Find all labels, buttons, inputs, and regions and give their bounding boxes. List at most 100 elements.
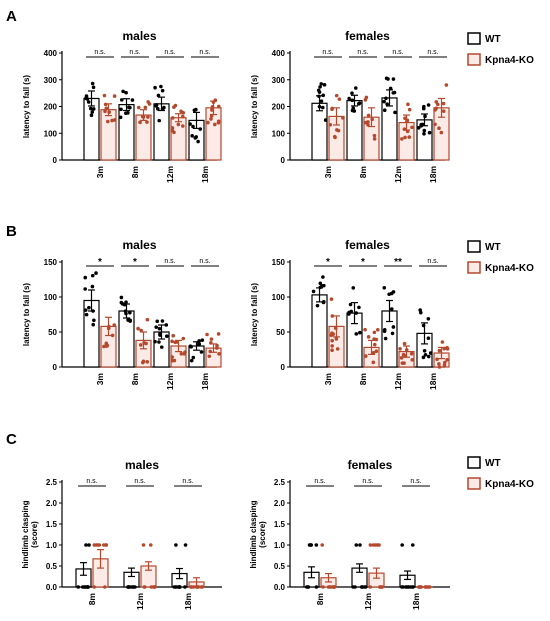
panel-c-males-sig-label: n.s. <box>182 478 193 485</box>
panel-a-females-point-wt <box>392 77 396 81</box>
panel-b-males-ylabel: latency to fall (s) <box>22 283 31 346</box>
panel-c-males-point-ko <box>102 543 106 547</box>
panel-b-males-xtick-label: 8m <box>130 373 140 386</box>
panel-c-females-point-wt <box>358 543 362 547</box>
panel-a-males-point-wt <box>92 86 96 90</box>
panel-b-males-point-wt <box>157 340 161 344</box>
panel-c-females-ytick-label: 2.0 <box>274 499 286 508</box>
panel-c-females-point-ko <box>328 585 332 589</box>
panel-a-females-point-wt <box>382 100 386 104</box>
panel-c-males-xtick-label: 8m <box>87 593 97 606</box>
panel-a-males-ytick-label: 400 <box>44 49 58 58</box>
panel-b-females-point-wt <box>358 331 362 335</box>
panel-a-females-point-wt <box>422 129 426 133</box>
panel-c-males-point-wt <box>76 585 80 589</box>
panel-a-females-point-wt <box>422 107 426 111</box>
panel-b-males-point-wt <box>154 325 158 329</box>
panel-a-males-point-ko <box>144 106 148 110</box>
panel-b-females-point-ko <box>400 356 404 360</box>
panel-b-males-sig-label: * <box>133 257 137 268</box>
panel-b-females-point-wt <box>427 317 431 321</box>
panel-c-females-point-wt <box>307 585 311 589</box>
panel-c-females-xtick-label: 8m <box>315 593 325 606</box>
legend-swatch-ko <box>468 478 480 489</box>
panel-c-females-sig-label: n.s. <box>314 478 325 485</box>
panel-a-females-point-ko <box>445 83 449 87</box>
panel-c-females-point-wt <box>315 543 319 547</box>
panel-a-females-point-wt <box>351 106 355 110</box>
panel-b-females-xtick-label: 3m <box>323 373 333 386</box>
panel-a-females-point-wt <box>428 131 432 135</box>
panel-a-males-ytick-label: 300 <box>44 76 58 85</box>
legend-swatch-wt <box>468 33 480 44</box>
panel-a-males-point-wt <box>119 116 123 120</box>
panel-b-females-point-ko <box>335 337 339 341</box>
panel-a-females-point-ko <box>442 102 446 106</box>
panel-a-females-point-wt <box>347 97 351 101</box>
panel-a-males-ytick-label: 200 <box>44 103 58 112</box>
panel-a-males-xtick-label: 8m <box>130 166 140 179</box>
panel-b-females-point-ko <box>375 349 379 353</box>
panel-a-males-point-wt <box>124 111 128 115</box>
panel-b-males-sig-label: n.s. <box>164 258 175 265</box>
panel-b-males-point-wt <box>155 319 159 323</box>
panel-a-males-point-ko <box>217 119 221 123</box>
panel-b-males-point-wt <box>201 338 205 342</box>
panel-c-females-point-ko <box>418 585 422 589</box>
panel-b-females-point-wt <box>349 303 353 307</box>
panel-b-males-point-wt <box>91 274 95 278</box>
panel-c-males-point-ko <box>152 585 156 589</box>
panel-b-males-ytick-label: 50 <box>48 328 57 337</box>
panel-b-males-point-wt <box>153 340 157 344</box>
panel-c-males-point-wt <box>81 585 85 589</box>
panel-b-males-point-wt <box>197 342 201 346</box>
panel-b-males-point-ko <box>142 359 146 363</box>
panel-a-males-point-wt <box>91 82 95 86</box>
panel-c-males-xtick-label: 18m <box>183 593 193 610</box>
panel-c-males-point-ko <box>149 543 153 547</box>
panel-c-males-point-ko <box>92 585 96 589</box>
panel-c-females-point-wt <box>400 543 404 547</box>
panel-c-females-point-wt <box>351 585 355 589</box>
panel-b-males-point-ko <box>170 340 174 344</box>
panel-a-females-sig-label: n.s. <box>357 49 368 56</box>
panel-b-males-point-ko <box>146 318 150 322</box>
panel-b-females-point-ko <box>330 344 334 348</box>
panel-b-females-ytick-label: 50 <box>276 328 285 337</box>
panel-c-males-title: males <box>125 458 159 472</box>
panel-c-females-sig-label: n.s. <box>410 478 421 485</box>
panel-c-females-point-wt <box>411 543 415 547</box>
panel-a-males-point-ko <box>213 123 217 127</box>
panel-b-males-point-ko <box>205 333 209 337</box>
panel-b-females-bar-wt-3m <box>312 295 327 367</box>
panel-a-males-point-ko <box>106 120 110 124</box>
panel-a-males-point-wt <box>193 108 197 112</box>
legend-swatch-wt <box>468 457 480 468</box>
panel-b-males-point-ko <box>180 352 184 356</box>
panel-b-males-ytick-label: 100 <box>44 293 58 302</box>
panel-c-males-point-ko <box>142 543 146 547</box>
panel-c-females-point-wt <box>309 543 313 547</box>
panel-b-females-sig-label: * <box>361 257 365 268</box>
panel-b-males-point-ko <box>171 359 175 363</box>
panel-c-females-point-ko <box>428 585 432 589</box>
panel-b-females-point-ko <box>373 343 377 347</box>
panel-b-males-point-ko <box>170 355 174 359</box>
panel-b-females-point-wt <box>424 353 428 357</box>
panel-a-males-ytick-label: 100 <box>44 129 58 138</box>
panel-a-males-point-wt <box>85 97 89 101</box>
panel-c-females-point-wt <box>400 585 404 589</box>
panel-b-males-point-wt <box>87 306 91 310</box>
panel-b-males-point-wt <box>92 318 96 322</box>
panel-c-males-ytick-label: 0.0 <box>46 583 58 592</box>
panel-b-females-point-ko <box>330 333 334 337</box>
panel-a-males-xtick-label: 18m <box>200 166 210 183</box>
panel-b-females-point-wt <box>418 308 422 312</box>
panel-c-males-point-ko <box>96 543 100 547</box>
panel-b-females-point-wt <box>312 290 316 294</box>
panel-a-males-point-ko <box>137 106 141 110</box>
panel-a-males-point-ko <box>110 119 114 123</box>
panel-b-females-sig-label: n.s. <box>427 258 438 265</box>
panel-a-females-ytick-label: 300 <box>272 76 286 85</box>
